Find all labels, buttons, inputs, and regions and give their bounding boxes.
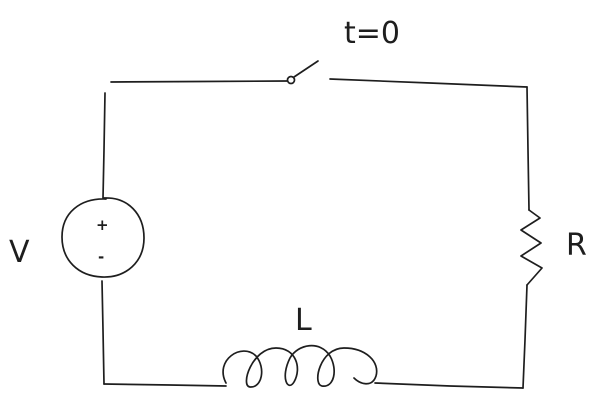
switch-blade [293, 60, 319, 78]
plus-sign: + [96, 216, 109, 234]
resistor-zigzag [520, 209, 543, 286]
voltage-source-circle [61, 197, 145, 278]
wire-left-lower [101, 280, 105, 385]
wire-right-lower [522, 284, 528, 389]
wire-bottom-left [103, 383, 227, 387]
wire-left-upper [102, 92, 106, 199]
inductor-label: L [295, 303, 312, 338]
minus-sign: - [98, 248, 104, 266]
voltage-label: V [9, 235, 30, 270]
wire-top-left [110, 80, 288, 83]
switch-pivot [286, 75, 296, 85]
wire-bottom-right [374, 382, 524, 389]
switch-time-label: t=0 [344, 16, 400, 51]
wire-right-upper [526, 86, 530, 211]
inductor-coils [222, 344, 378, 388]
resistor-label: R [566, 228, 587, 263]
wire-top-right [329, 78, 528, 88]
